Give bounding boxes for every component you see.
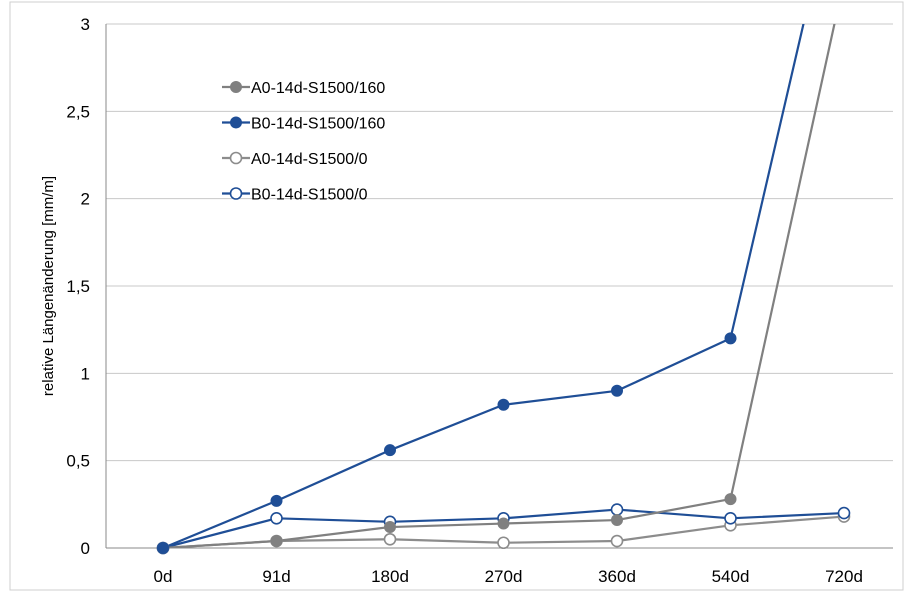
axes [105,24,893,549]
y-tick-label: 1,5 [66,277,90,296]
data-point [724,493,737,506]
data-point [610,503,624,516]
legend-label: A0-14d-S1500/0 [251,151,368,168]
data-point [497,398,510,411]
data-point [497,517,510,530]
y-axis-title: relative Längenänderung [mm/m] [40,176,57,396]
data-point [270,512,283,525]
x-tick-label: 540d [712,567,750,586]
legend-marker [229,151,243,165]
data-point [383,532,397,546]
y-tick-label: 0,5 [66,452,90,471]
data-point [270,535,283,548]
legend-label: B0-14d-S1500/0 [251,187,368,204]
legend-marker [230,81,242,93]
data-point [724,512,737,525]
data-point [837,506,851,520]
legend-label: B0-14d-S1500/160 [251,116,385,133]
marker-group [156,332,851,555]
y-tick-label: 0 [81,539,90,558]
x-tick-label: 720d [825,567,863,586]
data-point [497,536,510,550]
x-tick-label: 91d [262,567,290,586]
legend-label: A0-14d-S1500/160 [251,80,385,97]
y-tick-label: 1 [81,364,90,383]
tick-labels: 0 0,5 1 1,5 2 2,5 3 0d 91d 180d 270d 360d 540d 720d [66,15,863,586]
data-point [157,542,169,554]
legend: A0-14d-S1500/160 B0-14d-S1500/160 A0-14d-S… [222,80,385,204]
y-tick-label: 2 [81,190,90,209]
chart-frame [9,1,904,591]
x-tick-label: 360d [598,567,636,586]
x-tick-label: 0d [154,567,173,586]
data-point [384,444,396,457]
data-point [724,332,737,345]
data-point [611,384,623,397]
data-point [384,521,396,534]
x-tick-label: 270d [485,567,523,586]
data-point [270,494,283,507]
y-tick-label: 2,5 [66,102,90,121]
legend-marker [229,187,243,200]
y-tick-label: 3 [81,15,90,34]
data-point [611,514,623,527]
legend-marker [230,116,242,129]
data-point [610,534,624,548]
x-tick-label: 180d [371,567,409,586]
